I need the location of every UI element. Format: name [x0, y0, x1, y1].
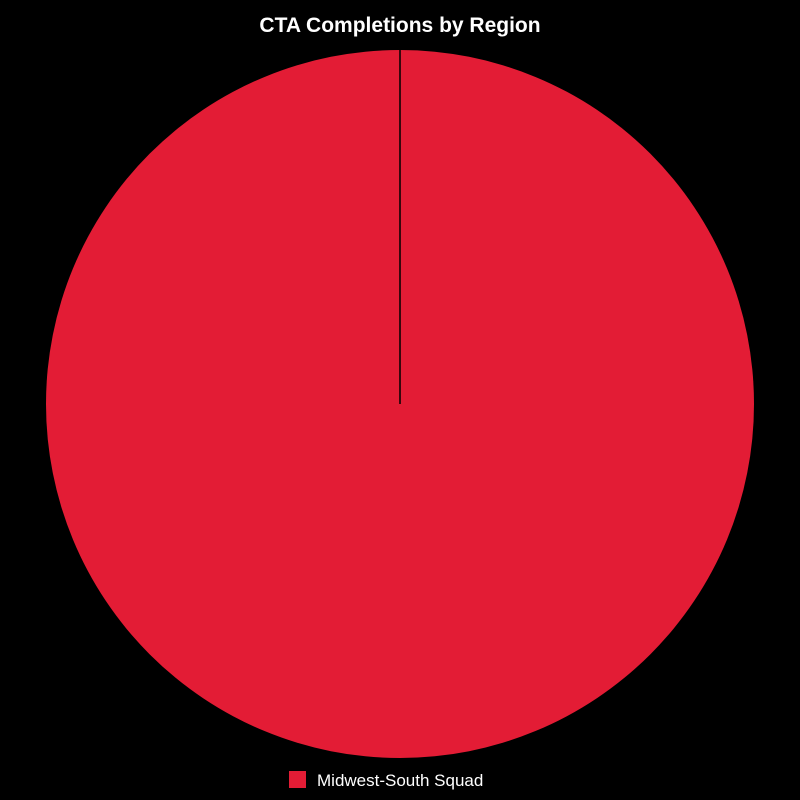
- legend: Midwest-South Squad: [289, 771, 483, 790]
- legend-item: Midwest-South Squad: [289, 771, 483, 790]
- legend-swatch: [289, 771, 306, 788]
- legend-label: Midwest-South Squad: [317, 771, 483, 790]
- chart-title: CTA Completions by Region: [259, 14, 540, 37]
- pie-slices: [46, 50, 754, 758]
